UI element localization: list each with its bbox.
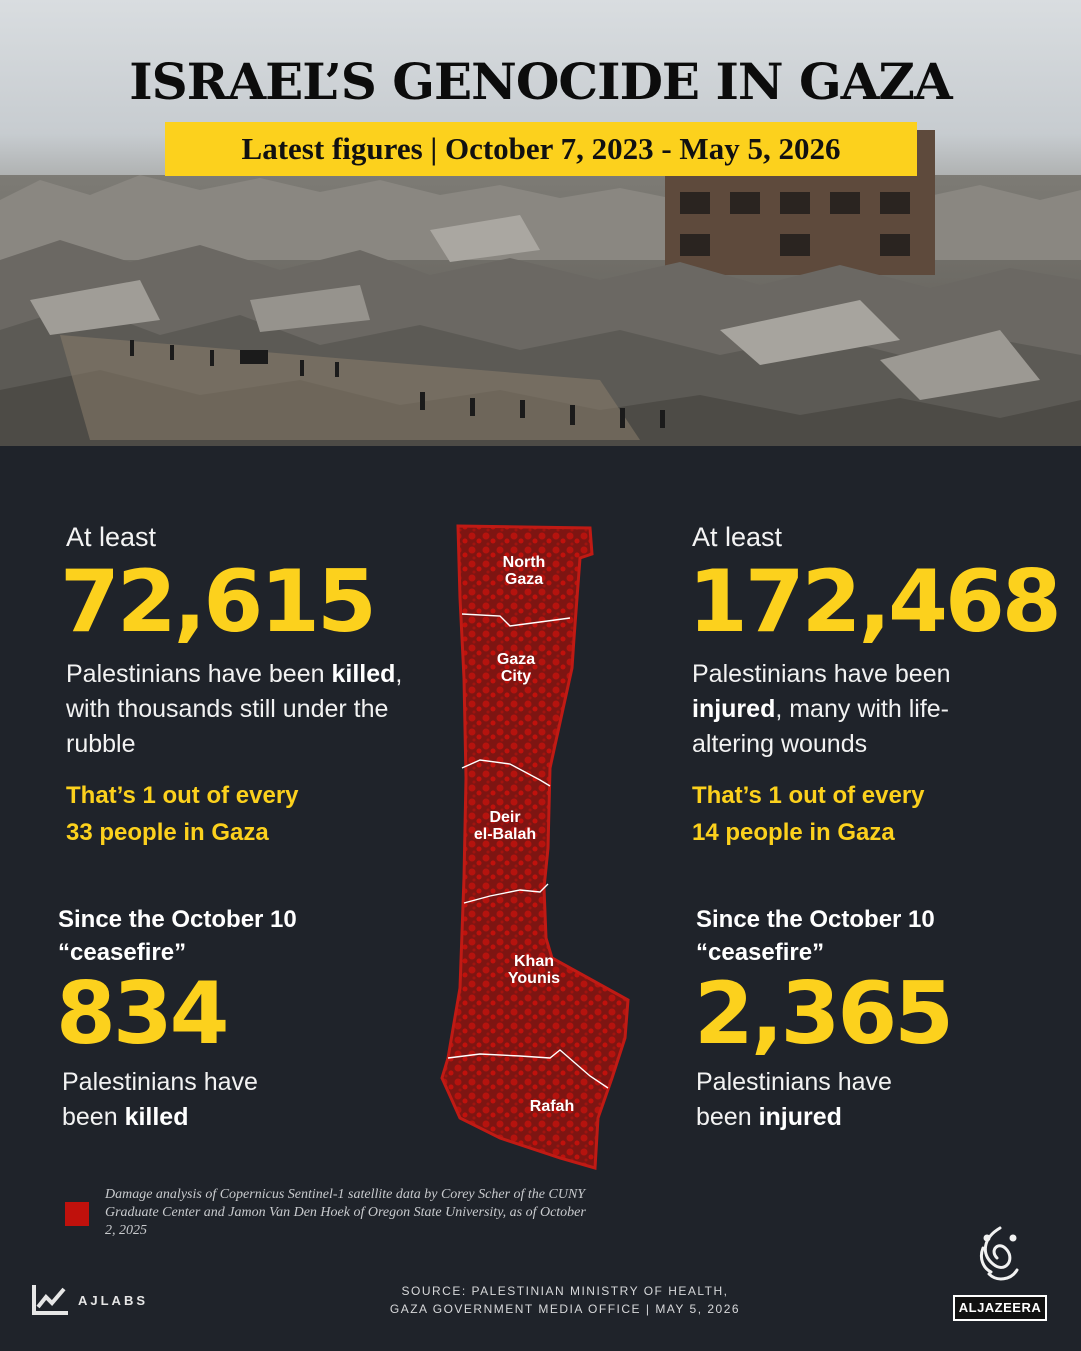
ajlabs-logo: AJLABS	[30, 1283, 148, 1317]
page-title: ISRAEL’S GENOCIDE IN GAZA	[129, 52, 952, 111]
region-north-gaza: North Gaza	[502, 554, 546, 588]
region-rafah: Rafah	[529, 1098, 575, 1115]
injured-ratio: That’s 1 out of every 14 people in Gaza	[692, 782, 925, 846]
damage-legend-text: Damage analysis of Copernicus Sentinel-1…	[105, 1187, 586, 1238]
injured-value: 172,468	[688, 552, 1062, 652]
aljazeera-logo: ALJAZEERA	[953, 1224, 1047, 1321]
ceasefire-injured-value: 2,365	[694, 964, 954, 1064]
ajlabs-chart-icon	[32, 1285, 68, 1315]
region-deir-el-balah: Deir el-Balah	[473, 809, 537, 843]
gaza-strip-outline	[440, 524, 630, 1170]
ceasefire-killed-stat: Since the October 10 “ceasefire” 834 Pal…	[56, 903, 297, 1135]
killed-lead: At least	[66, 522, 157, 552]
killed-desc: Palestinians have been killed, with thou…	[66, 660, 403, 758]
aljazeera-emblem-icon	[979, 1226, 1019, 1281]
ceasefire-injured-desc: Palestinians have been injured	[696, 1068, 892, 1131]
region-gaza-city: Gaza City	[496, 651, 536, 685]
rubble-illustration	[0, 130, 1081, 446]
gaza-damage-map: North Gaza Gaza City Deir el-Balah Khan Youn…	[440, 518, 640, 1179]
ceasefire-injured-stat: Since the October 10 “ceasefire” 2,365 P…	[694, 903, 954, 1135]
injured-desc: Palestinians have been injured, many wit…	[692, 660, 951, 758]
hero-image	[0, 0, 1081, 446]
injured-stat: At least 172,468 Palestinians have been …	[688, 522, 1062, 851]
killed-ratio: That’s 1 out of every 33 people in Gaza	[66, 782, 299, 846]
injured-lead: At least	[692, 522, 783, 552]
ceasefire-killed-value: 834	[56, 964, 230, 1064]
killed-value: 72,615	[60, 552, 377, 652]
ceasefire-killed-desc: Palestinians have been killed	[62, 1068, 258, 1131]
ceasefire-injured-since: Since the October 10 “ceasefire”	[696, 906, 935, 966]
date-range-banner: Latest figures | October 7, 2023 - May 5…	[165, 122, 917, 176]
ceasefire-killed-since: Since the October 10 “ceasefire”	[58, 906, 297, 966]
region-khan-younis: Khan Younis	[507, 953, 561, 987]
source-note: SOURCE: PALESTINIAN MINISTRY OF HEALTH, …	[389, 1284, 741, 1316]
aljazeera-wordmark: ALJAZEERA	[953, 1295, 1047, 1321]
killed-stat: At least 72,615 Palestinians have been k…	[60, 522, 426, 851]
damage-legend-swatch	[65, 1202, 89, 1226]
